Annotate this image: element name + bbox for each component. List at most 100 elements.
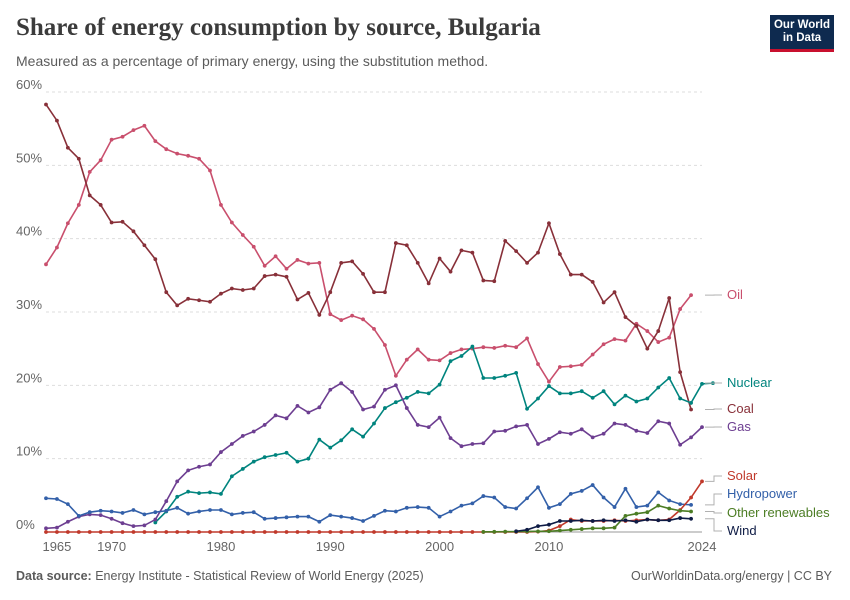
data-point <box>372 421 376 426</box>
data-point <box>536 485 540 490</box>
data-point <box>175 505 180 510</box>
data-point <box>678 370 683 375</box>
data-point <box>361 271 365 276</box>
data-point <box>667 506 672 511</box>
data-point <box>393 383 398 388</box>
data-point <box>623 423 628 427</box>
data-point <box>262 263 267 268</box>
data-point <box>142 530 147 534</box>
data-point <box>208 490 212 495</box>
data-point <box>339 318 344 322</box>
data-point <box>328 513 333 518</box>
data-point <box>667 335 672 340</box>
data-point <box>65 530 70 534</box>
data-point <box>645 510 650 515</box>
data-point <box>678 396 683 401</box>
owid-logo[interactable]: Our World in Data <box>770 15 834 52</box>
data-point <box>273 413 278 418</box>
data-point <box>590 352 595 357</box>
data-point <box>525 496 529 501</box>
data-point <box>109 137 114 142</box>
data-point <box>667 421 672 426</box>
data-point <box>514 370 519 375</box>
data-point <box>98 530 103 534</box>
data-point <box>251 530 256 534</box>
data-point <box>295 258 300 262</box>
x-tick-label: 2010 <box>534 539 563 554</box>
y-tick-label: 20% <box>16 370 42 385</box>
data-point <box>459 503 464 508</box>
data-point <box>492 346 497 350</box>
data-point <box>361 407 365 412</box>
data-point <box>306 261 311 266</box>
data-point <box>612 421 617 426</box>
data-point <box>120 511 125 515</box>
data-point <box>361 530 365 534</box>
data-point <box>481 376 486 380</box>
data-point <box>262 274 267 278</box>
data-point <box>383 290 387 295</box>
data-point <box>76 513 81 518</box>
data-point <box>568 491 573 496</box>
data-point <box>164 499 169 504</box>
data-point <box>251 510 256 515</box>
series-line-nuclear <box>154 345 713 524</box>
label-connector <box>705 518 722 532</box>
data-point <box>273 530 278 534</box>
data-point <box>208 299 212 304</box>
data-point <box>645 346 650 351</box>
label-connector <box>705 408 722 411</box>
data-point <box>700 381 704 386</box>
data-point <box>229 286 234 291</box>
data-point <box>590 395 595 400</box>
data-point <box>437 358 442 363</box>
data-point <box>579 389 584 394</box>
data-point <box>426 530 431 534</box>
data-point <box>492 376 497 380</box>
data-point <box>186 511 191 516</box>
label-connector <box>705 475 722 482</box>
x-tick-label: 2024 <box>688 539 717 554</box>
series-line-oil <box>45 124 692 384</box>
series-label: Coal <box>727 401 754 416</box>
data-point <box>623 513 628 518</box>
data-point <box>404 530 409 534</box>
data-point <box>404 395 409 400</box>
data-point <box>350 427 355 432</box>
data-point <box>623 518 628 523</box>
data-point <box>437 256 442 261</box>
data-point <box>623 486 628 491</box>
data-point <box>645 431 650 435</box>
data-point <box>557 365 562 369</box>
footer-link[interactable]: OurWorldinData.org/energy | CC BY <box>630 569 832 583</box>
data-point <box>503 428 508 433</box>
data-point <box>503 505 508 509</box>
data-point <box>208 530 212 534</box>
data-point <box>459 347 464 352</box>
data-point <box>437 514 442 519</box>
data-point <box>175 303 180 308</box>
data-point <box>525 336 529 341</box>
data-point <box>514 424 519 429</box>
data-point <box>306 291 311 295</box>
data-point <box>240 434 245 438</box>
data-point <box>492 429 497 434</box>
data-point <box>306 514 311 519</box>
data-point <box>426 357 431 362</box>
data-point <box>273 254 278 259</box>
data-point <box>667 518 672 523</box>
data-point <box>273 272 278 277</box>
data-point <box>328 445 333 450</box>
data-point <box>678 516 683 520</box>
data-point <box>634 505 639 509</box>
data-point <box>481 494 486 498</box>
data-point <box>426 505 431 510</box>
data-point <box>142 512 147 517</box>
data-point <box>240 511 245 515</box>
data-point <box>470 530 475 534</box>
data-point <box>448 269 453 274</box>
data-point <box>667 296 672 300</box>
data-point <box>601 342 606 347</box>
source-text[interactable]: Energy Institute - Statistical Review of… <box>95 569 424 583</box>
data-point <box>44 102 48 107</box>
